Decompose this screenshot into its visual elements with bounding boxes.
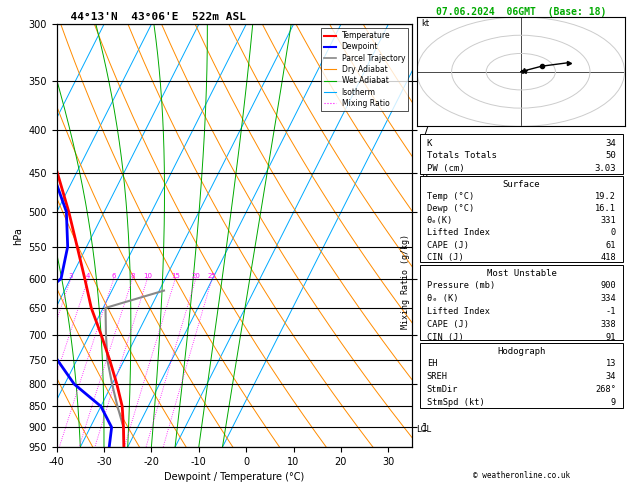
Bar <box>420 134 623 174</box>
X-axis label: Dewpoint / Temperature (°C): Dewpoint / Temperature (°C) <box>164 472 304 483</box>
Text: 268°: 268° <box>595 385 616 394</box>
Text: 3.03: 3.03 <box>594 164 616 173</box>
Text: CIN (J): CIN (J) <box>427 253 464 262</box>
Text: © weatheronline.co.uk: © weatheronline.co.uk <box>473 471 570 480</box>
Text: θₑ(K): θₑ(K) <box>427 216 453 226</box>
Text: CIN (J): CIN (J) <box>427 333 464 343</box>
Text: 44°13'N  43°06'E  522m ASL: 44°13'N 43°06'E 522m ASL <box>57 12 245 22</box>
Text: 19.2: 19.2 <box>595 192 616 201</box>
Text: 34: 34 <box>606 372 616 381</box>
Text: Dewp (°C): Dewp (°C) <box>427 204 474 213</box>
Bar <box>420 265 623 340</box>
Text: 4: 4 <box>86 273 91 278</box>
Text: 34: 34 <box>605 139 616 148</box>
Y-axis label: hPa: hPa <box>13 227 23 244</box>
Text: SREH: SREH <box>427 372 448 381</box>
Text: θₑ (K): θₑ (K) <box>427 294 459 303</box>
Text: Most Unstable: Most Unstable <box>486 269 557 278</box>
Text: 07.06.2024  06GMT  (Base: 18): 07.06.2024 06GMT (Base: 18) <box>437 7 606 17</box>
Text: K: K <box>427 139 432 148</box>
Text: 8: 8 <box>130 273 135 278</box>
Text: kt: kt <box>421 19 430 28</box>
Text: Surface: Surface <box>503 180 540 189</box>
Legend: Temperature, Dewpoint, Parcel Trajectory, Dry Adiabat, Wet Adiabat, Isotherm, Mi: Temperature, Dewpoint, Parcel Trajectory… <box>321 28 408 111</box>
Text: 331: 331 <box>600 216 616 226</box>
Text: Lifted Index: Lifted Index <box>427 307 490 316</box>
Text: Totals Totals: Totals Totals <box>427 151 497 160</box>
Text: Temp (°C): Temp (°C) <box>427 192 474 201</box>
Bar <box>420 343 623 408</box>
Text: Pressure (mb): Pressure (mb) <box>427 281 495 290</box>
Text: 10: 10 <box>143 273 152 278</box>
Text: CAPE (J): CAPE (J) <box>427 320 469 330</box>
Text: Lifted Index: Lifted Index <box>427 228 490 238</box>
Text: 418: 418 <box>600 253 616 262</box>
Text: LCL: LCL <box>416 425 431 434</box>
Text: PW (cm): PW (cm) <box>427 164 464 173</box>
Text: 13: 13 <box>606 359 616 368</box>
Text: StmDir: StmDir <box>427 385 459 394</box>
Text: 900: 900 <box>600 281 616 290</box>
Text: Mixing Ratio (g/kg): Mixing Ratio (g/kg) <box>401 234 410 330</box>
Y-axis label: km
ASL: km ASL <box>437 226 452 245</box>
Text: 9: 9 <box>611 398 616 407</box>
Bar <box>420 176 623 262</box>
Text: 16.1: 16.1 <box>595 204 616 213</box>
Text: 334: 334 <box>600 294 616 303</box>
Text: Hodograph: Hodograph <box>498 347 545 356</box>
Text: CAPE (J): CAPE (J) <box>427 241 469 250</box>
Text: 0: 0 <box>611 228 616 238</box>
Text: 6: 6 <box>111 273 116 278</box>
Text: 3: 3 <box>69 273 73 278</box>
Text: 61: 61 <box>606 241 616 250</box>
Text: 15: 15 <box>171 273 180 278</box>
Text: -1: -1 <box>606 307 616 316</box>
Text: StmSpd (kt): StmSpd (kt) <box>427 398 484 407</box>
Text: 338: 338 <box>600 320 616 330</box>
Text: 91: 91 <box>606 333 616 343</box>
Text: 20: 20 <box>191 273 200 278</box>
Text: 50: 50 <box>605 151 616 160</box>
Text: 25: 25 <box>208 273 216 278</box>
Text: EH: EH <box>427 359 437 368</box>
